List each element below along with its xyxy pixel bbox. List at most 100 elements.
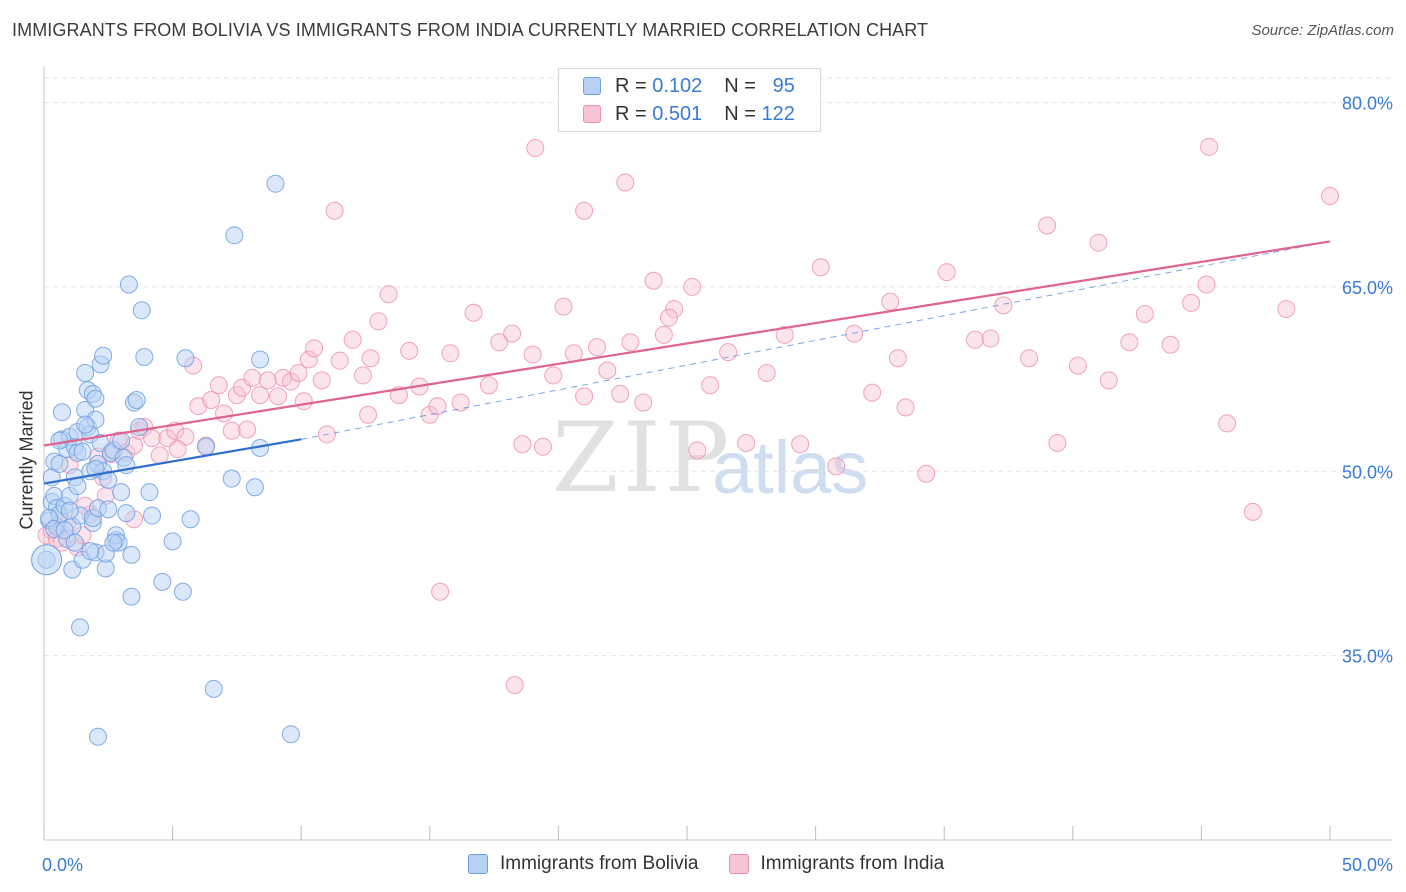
india-point <box>791 435 810 454</box>
india-point <box>554 297 573 316</box>
india-point <box>719 343 738 362</box>
india-point <box>917 464 936 483</box>
india-point <box>587 338 606 357</box>
legend-row-india: R = 0.501 N = 122 <box>583 102 795 126</box>
india-series-points <box>37 137 1339 695</box>
legend-row-bolivia: R = 0.102 N = 95 <box>583 74 795 98</box>
india-point <box>533 437 552 456</box>
bolivia-point <box>119 275 138 294</box>
bolivia-r-label: R = <box>615 74 647 97</box>
india-point <box>1277 300 1296 319</box>
india-point <box>1068 356 1087 375</box>
y-axis-label-wrap: Currently Married <box>14 260 40 660</box>
india-point <box>827 457 846 476</box>
india-point <box>665 300 684 319</box>
india-point <box>981 329 1000 348</box>
india-legend-swatch <box>728 854 749 874</box>
bolivia-point <box>245 478 264 497</box>
india-point <box>544 366 563 385</box>
bolivia-point <box>68 477 87 496</box>
india-r-value: 0.501 <box>652 102 703 125</box>
bolivia-point <box>176 349 195 368</box>
india-point <box>688 441 707 460</box>
india-point <box>1020 349 1039 368</box>
india-point <box>330 351 349 370</box>
india-point <box>479 376 498 395</box>
india-point <box>659 308 678 327</box>
india-point <box>1048 434 1067 453</box>
india-point <box>343 330 362 349</box>
bolivia-trend-extension <box>301 240 1331 440</box>
bolivia-point <box>225 226 244 245</box>
india-point <box>654 325 673 344</box>
india-point <box>505 676 524 695</box>
india-point <box>881 292 900 311</box>
bolivia-trend-line <box>43 438 302 485</box>
india-point <box>644 271 663 290</box>
india-point <box>683 277 702 296</box>
india-point <box>325 201 344 220</box>
bolivia-point <box>140 483 159 502</box>
india-point <box>490 333 509 352</box>
bolivia-point <box>135 347 154 366</box>
india-point <box>1099 371 1118 390</box>
bolivia-point <box>122 545 141 564</box>
chart-title: IMMIGRANTS FROM BOLIVIA VS IMMIGRANTS FR… <box>12 20 929 40</box>
bolivia-n-label: N = <box>724 74 756 97</box>
india-point <box>238 420 257 439</box>
india-point <box>209 376 228 395</box>
bolivia-point <box>86 389 105 408</box>
bolivia-point <box>122 587 141 606</box>
india-point <box>937 263 956 282</box>
bolivia-point <box>132 301 151 320</box>
bolivia-point <box>71 618 90 637</box>
india-point <box>598 361 617 380</box>
bolivia-point <box>127 391 146 410</box>
y-tick-label: 80.0% <box>1342 94 1393 114</box>
india-point <box>428 397 447 416</box>
india-point <box>811 258 830 277</box>
india-point <box>150 446 169 465</box>
bolivia-point <box>89 727 108 746</box>
bolivia-legend-swatch <box>468 854 488 874</box>
india-point <box>215 404 234 423</box>
bolivia-point <box>197 437 216 456</box>
india-point <box>431 582 450 601</box>
india-point <box>513 435 532 454</box>
india-point <box>1218 414 1237 433</box>
bolivia-point <box>222 469 241 488</box>
india-point <box>294 392 313 411</box>
india-point <box>737 434 756 453</box>
india-point <box>896 398 915 417</box>
india-point <box>451 393 470 412</box>
india-point <box>621 333 640 352</box>
bolivia-point <box>266 174 285 193</box>
india-n-value: 122 <box>761 102 795 125</box>
bolivia-point <box>99 470 118 489</box>
india-point <box>202 391 221 410</box>
india-point <box>299 350 318 369</box>
bolivia-point <box>55 521 74 540</box>
bolivia-point <box>251 350 270 369</box>
india-point <box>575 387 594 406</box>
india-point <box>166 421 185 440</box>
india-point <box>158 429 177 448</box>
india-r-label: R = <box>615 102 647 125</box>
bolivia-point <box>163 532 182 551</box>
india-point <box>757 363 776 382</box>
bolivia-point <box>81 542 100 561</box>
india-point <box>503 324 522 343</box>
india-point <box>289 363 308 382</box>
india-point <box>564 344 583 363</box>
correlation-legend: R = 0.102 N = 95 R = 0.501 N = 122 <box>558 68 821 132</box>
bolivia-point <box>173 582 192 601</box>
india-point <box>1120 333 1139 352</box>
x-tick-label: 0.0% <box>42 855 83 875</box>
bolivia-n-value: 95 <box>772 74 795 97</box>
bolivia-point <box>112 431 131 450</box>
bolivia-point <box>53 403 72 422</box>
grid-lines <box>44 77 1392 657</box>
india-point <box>369 312 388 331</box>
india-point <box>966 330 985 349</box>
